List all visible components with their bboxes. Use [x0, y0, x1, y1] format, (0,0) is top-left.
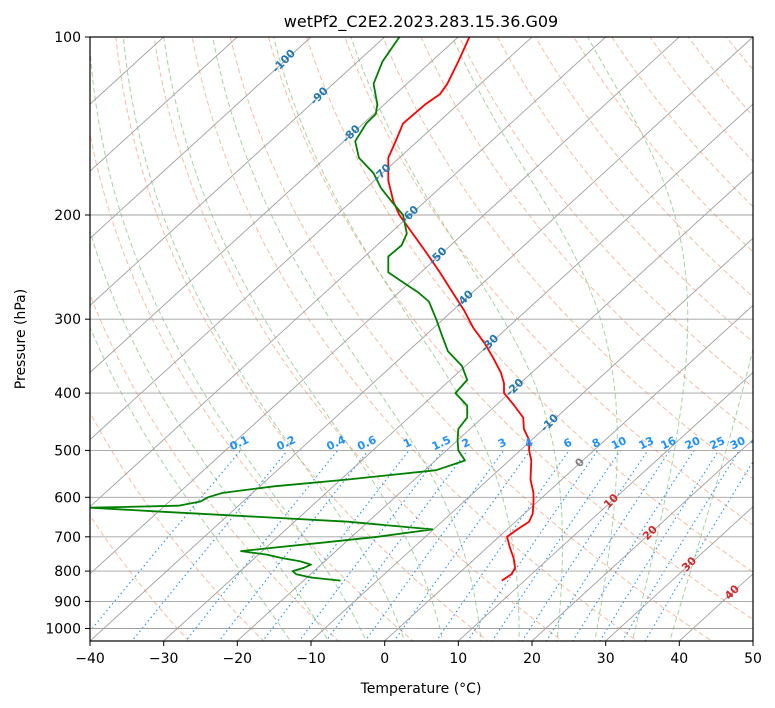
y-tick-label: 1000 — [45, 622, 81, 638]
dry-adiabat — [496, 37, 753, 343]
moist-adiabat — [669, 347, 753, 641]
dry-adiabat — [267, 37, 753, 621]
y-tick-label: 800 — [54, 564, 81, 580]
isotherm — [531, 439, 753, 641]
dry-adiabat — [535, 37, 753, 298]
isotherm — [90, 37, 680, 575]
isotherm — [90, 37, 238, 172]
isotherm — [383, 304, 753, 641]
x-tick-label: 20 — [523, 651, 541, 667]
x-tick-label: 10 — [449, 651, 467, 667]
isotherm — [90, 37, 607, 508]
pressure-grid — [90, 37, 753, 629]
mixing-ratio-label: 36 — [749, 434, 769, 452]
moist-adiabat — [212, 37, 482, 641]
dry-adiabat — [229, 37, 713, 641]
moist-adiabat — [350, 37, 563, 641]
dry-adiabat — [191, 37, 638, 641]
dry-adiabat — [344, 37, 753, 526]
dry-adiabat — [153, 37, 564, 641]
x-tick-label: 30 — [597, 651, 615, 667]
y-tick-label: 700 — [54, 530, 81, 546]
dry-adiabat — [458, 37, 753, 388]
x-tick-label: 0 — [380, 651, 389, 667]
x-axis-label: Temperature (°C) — [360, 681, 482, 697]
dewpoint-line — [90, 37, 469, 582]
x-tick-label: 50 — [744, 651, 762, 667]
y-tick-label: 300 — [54, 312, 81, 328]
isotherm — [162, 103, 753, 641]
isotherm — [236, 170, 753, 641]
mixing-ratio-label: 25 — [708, 434, 727, 452]
moist-adiabat — [163, 37, 444, 641]
axes: −40 −30 −20 −10 0 10 20 30 40 50 100 200 300 400 500 60… — [45, 30, 762, 667]
isotherm — [90, 37, 312, 239]
chart-title: wetPf2_C2E2.2023.283.15.36.G09 — [284, 12, 558, 32]
dry-adiabat — [90, 411, 265, 641]
mixing-ratio-label: 16 — [659, 434, 679, 452]
dry-adiabat — [90, 514, 190, 641]
mixing-ratio-label: 10 — [609, 434, 629, 452]
moist-adiabat — [90, 229, 329, 641]
dry-adiabat — [420, 37, 753, 434]
x-tick-label: −10 — [296, 651, 326, 667]
dry-adiabat — [382, 37, 753, 480]
y-tick-label: 600 — [54, 490, 81, 506]
moist-adiabat — [90, 41, 367, 641]
x-tick-label: 40 — [670, 651, 688, 667]
moist-adiabat — [451, 37, 618, 641]
x-tick-label: −40 — [75, 651, 105, 667]
isotherm — [604, 506, 753, 641]
y-tick-label: 400 — [54, 386, 81, 402]
x-tick-label: −20 — [223, 651, 253, 667]
isotherm — [457, 371, 753, 641]
y-tick-label: 200 — [54, 208, 81, 224]
y-axis-label: Pressure (hPa) — [13, 289, 29, 389]
x-tick-label: −30 — [149, 651, 179, 667]
mixing-ratio-label: 30 — [728, 434, 748, 452]
isotherm — [90, 37, 386, 307]
moist-adiabat — [90, 325, 291, 641]
dry-adiabat — [611, 37, 753, 208]
y-tick-label: 100 — [54, 30, 81, 46]
isotherm — [90, 37, 753, 641]
mixing-ratio-label: 20 — [683, 434, 703, 452]
isotherm — [310, 237, 753, 641]
isotherm — [90, 37, 533, 441]
y-tick-label: 500 — [54, 443, 81, 459]
isotherm — [90, 37, 459, 374]
moist-adiabat — [273, 37, 520, 641]
temperature-line — [387, 37, 535, 582]
sounding-data — [90, 37, 535, 582]
plot-frame — [89, 36, 754, 642]
y-tick-label: 900 — [54, 594, 81, 610]
mixing-ratio-label: 13 — [637, 434, 656, 452]
dry-adiabat — [115, 37, 489, 641]
